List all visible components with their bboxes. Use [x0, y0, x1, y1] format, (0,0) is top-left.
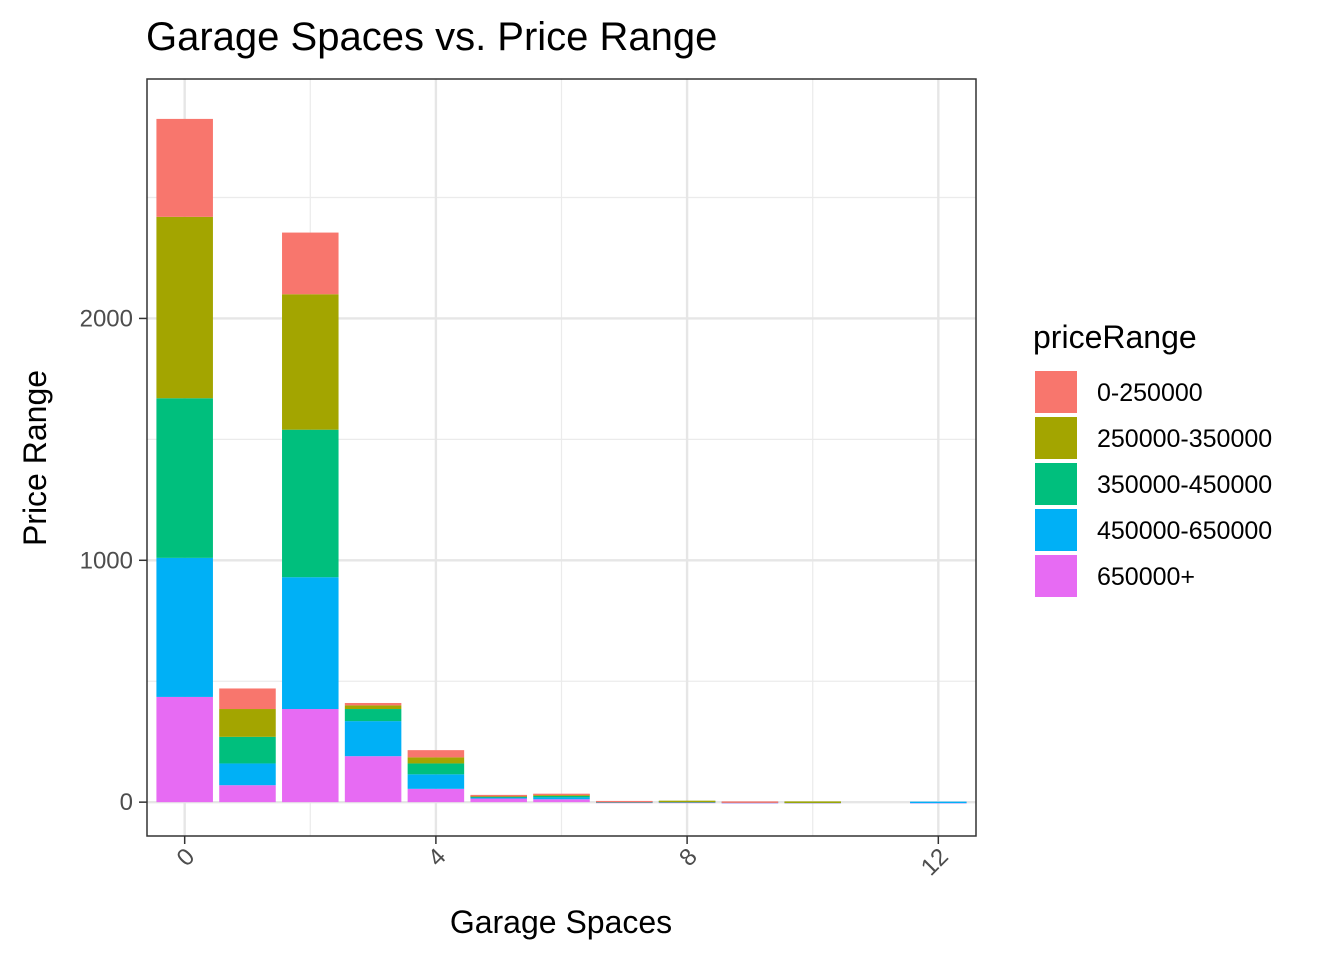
bar-segment — [784, 801, 841, 803]
legend-swatch — [1035, 555, 1077, 597]
bar-segment — [470, 798, 527, 803]
bar-segment — [344, 705, 402, 710]
legend-swatch — [1035, 463, 1077, 505]
bar-segment — [156, 216, 213, 399]
bar-segment — [156, 696, 213, 803]
bar-segment — [219, 763, 276, 786]
bar-segment — [156, 557, 213, 697]
bar-segment — [156, 398, 213, 558]
bar-segment — [282, 232, 339, 295]
bar-segment — [219, 688, 276, 710]
x-axis-title: Garage Spaces — [450, 904, 672, 940]
bar-segment — [219, 785, 276, 803]
bar-segment — [407, 750, 465, 758]
bar-segment — [596, 800, 653, 803]
bar-segment — [721, 801, 779, 803]
legend-swatch — [1035, 417, 1077, 459]
y-axis-title: Price Range — [17, 370, 53, 546]
bar-segment — [282, 429, 339, 578]
bar-segment — [533, 799, 590, 803]
bar-segment — [658, 800, 716, 803]
bar-segment — [407, 774, 465, 789]
x-tick-label: 8 — [674, 843, 703, 872]
legend-label: 350000-450000 — [1097, 471, 1272, 499]
bar-segment — [344, 721, 402, 757]
bar-segment — [407, 763, 465, 775]
x-tick-label: 0 — [172, 843, 201, 872]
bar-segment — [533, 797, 590, 800]
bar-segment — [282, 294, 339, 430]
bar-segment — [219, 709, 276, 737]
bar-segment — [344, 709, 402, 722]
chart-title: Garage Spaces vs. Price Range — [146, 15, 717, 59]
legend-label: 250000-350000 — [1097, 425, 1272, 453]
x-tick-label: 4 — [423, 843, 452, 872]
y-tick-label: 0 — [120, 789, 133, 816]
legend-label: 650000+ — [1097, 563, 1195, 591]
x-axis: 0 4 8 12 — [172, 836, 954, 881]
bar-segment — [282, 709, 339, 803]
bar-segment — [344, 702, 402, 706]
bar-segment — [470, 794, 527, 797]
legend-swatch — [1035, 371, 1077, 413]
bar-segment — [407, 757, 465, 764]
bar-segment — [344, 756, 402, 803]
legend-title: priceRange — [1033, 319, 1197, 355]
legend-swatch — [1035, 509, 1077, 551]
bar-segment — [282, 577, 339, 710]
legend: priceRange 0-250000 250000-350000 350000-4… — [1033, 319, 1272, 597]
legend-label: 450000-650000 — [1097, 517, 1272, 545]
panel-border — [146, 78, 977, 837]
bar-segment — [219, 736, 276, 764]
bar-segment — [407, 788, 465, 803]
bar-segment — [470, 797, 527, 799]
legend-label: 0-250000 — [1097, 379, 1203, 407]
bar-segment — [533, 795, 590, 798]
bar-segment — [533, 793, 590, 796]
y-axis: 0 1000 2000 — [80, 305, 147, 816]
bars — [156, 118, 967, 804]
y-tick-label: 2000 — [80, 305, 133, 332]
x-tick-label: 12 — [916, 843, 954, 881]
y-tick-label: 1000 — [80, 547, 133, 574]
bar-segment — [156, 118, 213, 217]
bar-segment — [910, 801, 967, 804]
